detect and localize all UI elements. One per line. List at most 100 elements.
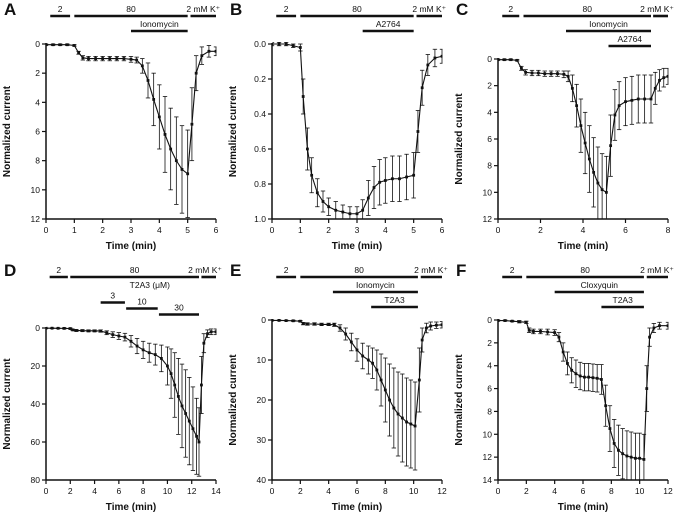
- svg-text:A2764: A2764: [617, 34, 642, 44]
- svg-text:2: 2: [487, 338, 492, 348]
- svg-text:4: 4: [581, 225, 586, 235]
- svg-text:2: 2: [538, 225, 543, 235]
- svg-text:6: 6: [440, 225, 445, 235]
- svg-text:10: 10: [635, 486, 645, 496]
- svg-text:0: 0: [35, 323, 40, 333]
- panel-A: A 2 80 2 mM K⁺ Ionomycin 0 2 4 6 8 10 12 0 1 2 3 4 5 6 Norm…: [0, 0, 226, 261]
- svg-text:4: 4: [383, 225, 388, 235]
- svg-text:12: 12: [663, 486, 673, 496]
- svg-text:6: 6: [581, 486, 586, 496]
- svg-text:0: 0: [496, 225, 501, 235]
- svg-text:6: 6: [116, 486, 121, 496]
- svg-text:40: 40: [31, 399, 41, 409]
- svg-text:80: 80: [583, 4, 593, 14]
- svg-text:Normalized current: Normalized current: [2, 85, 13, 177]
- svg-text:1.0: 1.0: [254, 214, 266, 224]
- svg-text:40: 40: [257, 475, 267, 485]
- svg-text:Time (min): Time (min): [106, 241, 156, 252]
- panel-letter-C: C: [456, 0, 469, 19]
- svg-text:12: 12: [31, 214, 41, 224]
- panel-F: F 2 80 2 mM K⁺ Cloxyquin T2A3 0 2 4 6 8 10 12 14 0 2 4 6 8…: [452, 261, 678, 522]
- svg-text:Time (min): Time (min): [332, 241, 382, 252]
- svg-text:Ionomycin: Ionomycin: [589, 19, 628, 29]
- svg-text:3: 3: [129, 225, 134, 235]
- svg-text:T2A3: T2A3: [384, 295, 405, 305]
- svg-text:5: 5: [185, 225, 190, 235]
- svg-text:80: 80: [31, 475, 41, 485]
- svg-text:8: 8: [487, 161, 492, 171]
- svg-text:4: 4: [487, 361, 492, 371]
- svg-text:6: 6: [35, 127, 40, 137]
- svg-text:0.4: 0.4: [254, 109, 266, 119]
- svg-text:80: 80: [354, 265, 364, 275]
- svg-text:0: 0: [487, 54, 492, 64]
- svg-text:10: 10: [409, 486, 419, 496]
- svg-text:4: 4: [326, 486, 331, 496]
- svg-text:2: 2: [100, 225, 105, 235]
- svg-text:Time (min): Time (min): [332, 502, 382, 513]
- svg-text:80: 80: [352, 4, 362, 14]
- svg-text:6: 6: [355, 486, 360, 496]
- svg-text:6: 6: [487, 384, 492, 394]
- svg-text:0.8: 0.8: [254, 179, 266, 189]
- panel-letter-B: B: [230, 0, 243, 19]
- svg-text:Normalized current: Normalized current: [454, 354, 465, 446]
- svg-text:2: 2: [284, 4, 289, 14]
- svg-text:0: 0: [44, 225, 49, 235]
- panel-B: B 2 80 2 mM K⁺ A2764 0.0 0.2 0.4 0.6 0.8 1.0 0 1 2 3 4 5…: [226, 0, 452, 261]
- svg-text:20: 20: [31, 361, 41, 371]
- svg-text:6: 6: [214, 225, 219, 235]
- svg-text:Normalized current: Normalized current: [454, 93, 465, 185]
- svg-text:4: 4: [487, 107, 492, 117]
- svg-text:14: 14: [211, 486, 221, 496]
- svg-text:Normalized current: Normalized current: [228, 85, 239, 177]
- svg-text:Cloxyquin: Cloxyquin: [581, 280, 619, 290]
- panel-D: D 2 80 2 mM K⁺ T2A3 (μM) 3 10 30 0 20 40 60 80 0 2 4 6 8 1…: [0, 261, 226, 522]
- svg-text:2 mM K⁺: 2 mM K⁺: [640, 265, 674, 275]
- svg-text:80: 80: [126, 4, 136, 14]
- svg-text:10: 10: [31, 185, 41, 195]
- svg-text:0.2: 0.2: [254, 74, 266, 84]
- panel-C: C 2 80 2 mM K⁺ Ionomycin A2764 0 2 4 6 8 10 12 0 2 4 6 8 N…: [452, 0, 678, 261]
- svg-text:2 mM K⁺: 2 mM K⁺: [414, 265, 448, 275]
- svg-text:Ionomycin: Ionomycin: [356, 280, 395, 290]
- svg-text:8: 8: [666, 225, 671, 235]
- svg-text:Ionomycin: Ionomycin: [140, 19, 179, 29]
- svg-text:Time (min): Time (min): [106, 502, 156, 513]
- svg-text:2 mM K⁺: 2 mM K⁺: [412, 4, 446, 14]
- svg-text:12: 12: [187, 486, 197, 496]
- svg-text:T2A3 (μM): T2A3 (μM): [130, 280, 170, 290]
- svg-text:0: 0: [270, 486, 275, 496]
- svg-text:Time (min): Time (min): [558, 241, 608, 252]
- svg-text:3: 3: [110, 291, 115, 301]
- svg-text:3: 3: [355, 225, 360, 235]
- svg-text:2 mM K⁺: 2 mM K⁺: [186, 4, 220, 14]
- svg-text:30: 30: [174, 303, 184, 313]
- svg-text:0.0: 0.0: [254, 39, 266, 49]
- svg-text:10: 10: [257, 355, 267, 365]
- panel-letter-F: F: [456, 261, 467, 280]
- svg-text:12: 12: [483, 214, 493, 224]
- panel-letter-A: A: [4, 0, 17, 19]
- panel-letter-D: D: [4, 261, 17, 280]
- svg-text:10: 10: [483, 187, 493, 197]
- panel-letter-E: E: [230, 261, 242, 280]
- svg-text:0: 0: [44, 486, 49, 496]
- svg-text:0: 0: [261, 315, 266, 325]
- svg-text:2: 2: [56, 265, 61, 275]
- panel-E: E 2 80 2 mM K⁺ Ionomycin T2A3 0 10 20 30 40 0 2 4 6 8 10…: [226, 261, 452, 522]
- svg-text:8: 8: [487, 406, 492, 416]
- svg-text:Normalized current: Normalized current: [228, 354, 239, 446]
- svg-text:T2A3: T2A3: [613, 295, 634, 305]
- svg-text:2: 2: [284, 265, 289, 275]
- svg-text:2: 2: [487, 81, 492, 91]
- svg-text:2: 2: [510, 265, 515, 275]
- svg-text:2: 2: [524, 486, 529, 496]
- svg-text:2: 2: [35, 68, 40, 78]
